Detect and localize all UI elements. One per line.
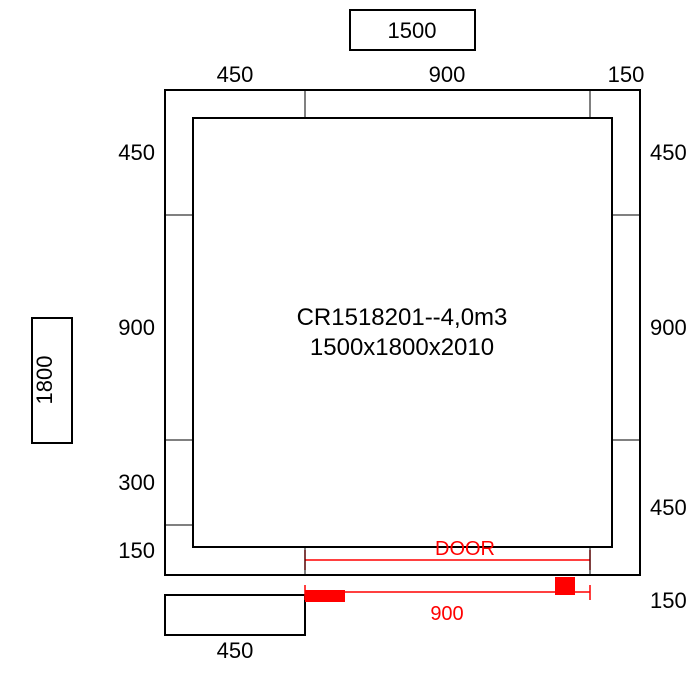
- center-text-line2: 1500x1800x2010: [310, 334, 494, 361]
- bottom-left-label: 450: [217, 638, 254, 663]
- door-group: DOOR 900: [305, 538, 590, 625]
- center-text-line1: CR1518201--4,0m3: [297, 304, 508, 331]
- top-seg-label-2: 150: [608, 62, 645, 87]
- side-height-label: 1800: [32, 356, 57, 405]
- header-width-box: 1500: [350, 10, 475, 50]
- door-right-tab: [555, 577, 575, 595]
- bottom-right-label: 150: [650, 588, 687, 613]
- left-seg-label-2: 300: [118, 470, 155, 495]
- top-seg-label-0: 450: [217, 62, 254, 87]
- door-width-label: 900: [430, 603, 463, 625]
- bottom-left-box: 450: [165, 595, 305, 663]
- outer-rect: [165, 90, 640, 575]
- right-seg-label-2: 450: [650, 495, 687, 520]
- inner-rect: [193, 118, 612, 547]
- left-seg-label-0: 450: [118, 140, 155, 165]
- top-seg-label-1: 900: [429, 62, 466, 87]
- door-left-tab: [305, 590, 345, 602]
- right-seg-label-0: 450: [650, 140, 687, 165]
- left-seg-label-3: 150: [118, 538, 155, 563]
- right-seg-label-1: 900: [650, 315, 687, 340]
- side-height-box: 1800: [32, 318, 72, 443]
- door-label: DOOR: [435, 538, 495, 560]
- left-seg-label-1: 900: [118, 315, 155, 340]
- header-width-label: 1500: [388, 18, 437, 43]
